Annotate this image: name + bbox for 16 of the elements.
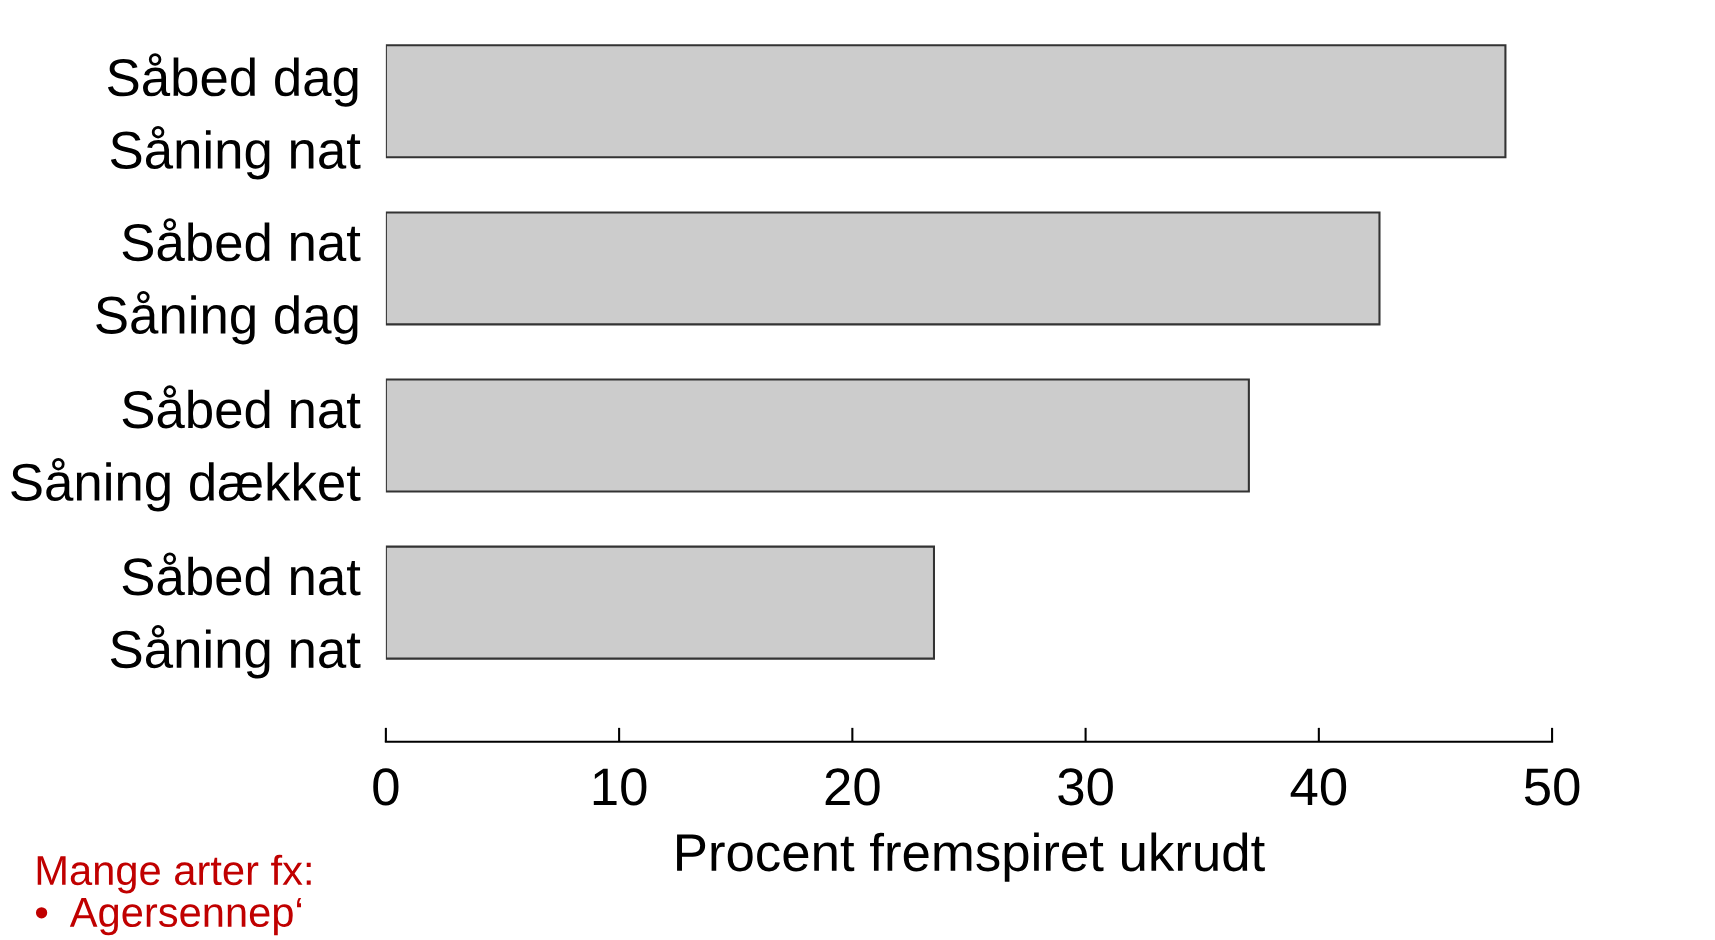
x-tick-label: 50: [1524, 768, 1580, 806]
y-tick-label: Såbed nat Såning dag: [96, 218, 361, 345]
bar: [385, 545, 936, 660]
y-tick-label: Såbed nat Såning dækket: [11, 385, 361, 512]
text: Mange arter fx: • Agersennep‘: [35, 854, 311, 936]
bar: [385, 44, 1507, 159]
bar: [385, 211, 1381, 326]
y-tick-label: Såbed nat Såning nat: [110, 552, 361, 679]
x-tick-label: 10: [593, 768, 647, 806]
x-axis-title: Procent fremspiret ukrudt: [677, 832, 1265, 882]
x-tick-label: 30: [1058, 768, 1113, 806]
bar: [385, 378, 1250, 493]
x-tick-label: 20: [825, 768, 880, 806]
x-tick-label: 40: [1290, 768, 1347, 806]
x-tick-label: 0: [373, 768, 399, 806]
y-tick-label: Såbed dag Såning nat: [107, 53, 361, 180]
